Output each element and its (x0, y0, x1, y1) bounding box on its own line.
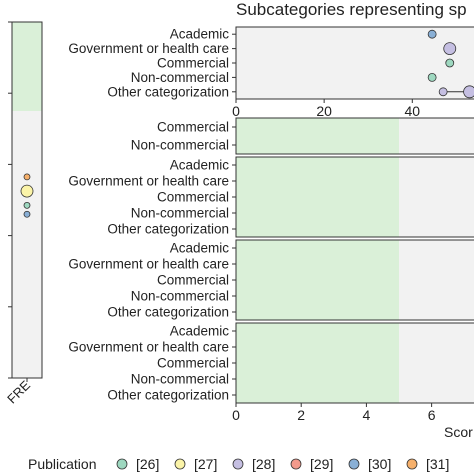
data-point (427, 29, 437, 39)
legend-marker (290, 458, 302, 470)
data-point (427, 73, 437, 82)
x-tick-label: 20 (316, 103, 332, 119)
legend: Publication [26] [27] [28] [29] [30] [31] (28, 456, 449, 472)
category-label: Commercial (157, 190, 229, 205)
category-label: Government or health care (68, 340, 229, 355)
category-label: Government or health care (68, 257, 229, 272)
category-label: Other categorization (107, 222, 229, 237)
category-label: Non-commercial (131, 138, 229, 153)
legend-marker (116, 458, 128, 470)
category-label: Commercial (157, 56, 229, 71)
left-x-tick-label: FRE (4, 377, 33, 406)
legend-marker (406, 458, 418, 470)
category-label: Other categorization (107, 305, 229, 320)
x-tick-label: 6 (428, 407, 436, 423)
category-label: Government or health care (68, 174, 229, 189)
category-label: Academic (170, 241, 230, 256)
legend-title: Publication (28, 456, 97, 472)
category-label: Non-commercial (131, 289, 229, 304)
category-label: Other categorization (107, 84, 229, 99)
x-tick-label: 4 (363, 407, 371, 423)
legend-label: [30] (368, 456, 391, 472)
x-tick-label: 40 (405, 103, 421, 119)
x-axis-label: Scor (444, 424, 473, 440)
category-label: Commercial (157, 273, 229, 288)
legend-marker (348, 458, 360, 470)
category-label: Non-commercial (131, 70, 229, 85)
chart-title: Subcategories representing sp (236, 0, 467, 19)
category-label: Academic (170, 27, 230, 42)
x-tick-label: 0 (232, 103, 240, 119)
category-label: Academic (170, 324, 230, 339)
left-point (23, 201, 31, 209)
left-point (23, 173, 31, 181)
left-panel-green-band (12, 22, 42, 111)
category-label: Non-commercial (131, 372, 229, 387)
data-point (443, 42, 457, 55)
category-label: Non-commercial (131, 206, 229, 221)
panel-green-band (236, 118, 400, 154)
data-point (438, 87, 448, 97)
x-tick-label: 2 (297, 407, 305, 423)
data-point (445, 58, 455, 68)
category-label: Academic (170, 158, 230, 173)
category-label: Other categorization (107, 388, 229, 403)
legend-label: [26] (136, 456, 159, 472)
panel-border (235, 117, 474, 155)
category-label: Commercial (157, 356, 229, 371)
left-point (20, 184, 34, 198)
legend-marker (174, 458, 186, 470)
panel-green-band (236, 323, 400, 403)
legend-label: [28] (252, 456, 275, 472)
category-label: Commercial (157, 120, 229, 135)
legend-label: [31] (426, 456, 449, 472)
panel-2: Commercial Non-commercial (131, 117, 474, 155)
left-panel: FRE (4, 21, 43, 407)
panel-green-band (236, 240, 400, 320)
x-tick-label: 0 (232, 407, 240, 423)
category-label: Government or health care (68, 41, 229, 56)
data-point (463, 85, 474, 99)
panel-background (236, 27, 474, 99)
legend-label: [27] (194, 456, 217, 472)
legend-label: [29] (310, 456, 333, 472)
left-point (23, 210, 31, 218)
panel-green-band (236, 157, 400, 237)
legend-marker (232, 458, 244, 470)
